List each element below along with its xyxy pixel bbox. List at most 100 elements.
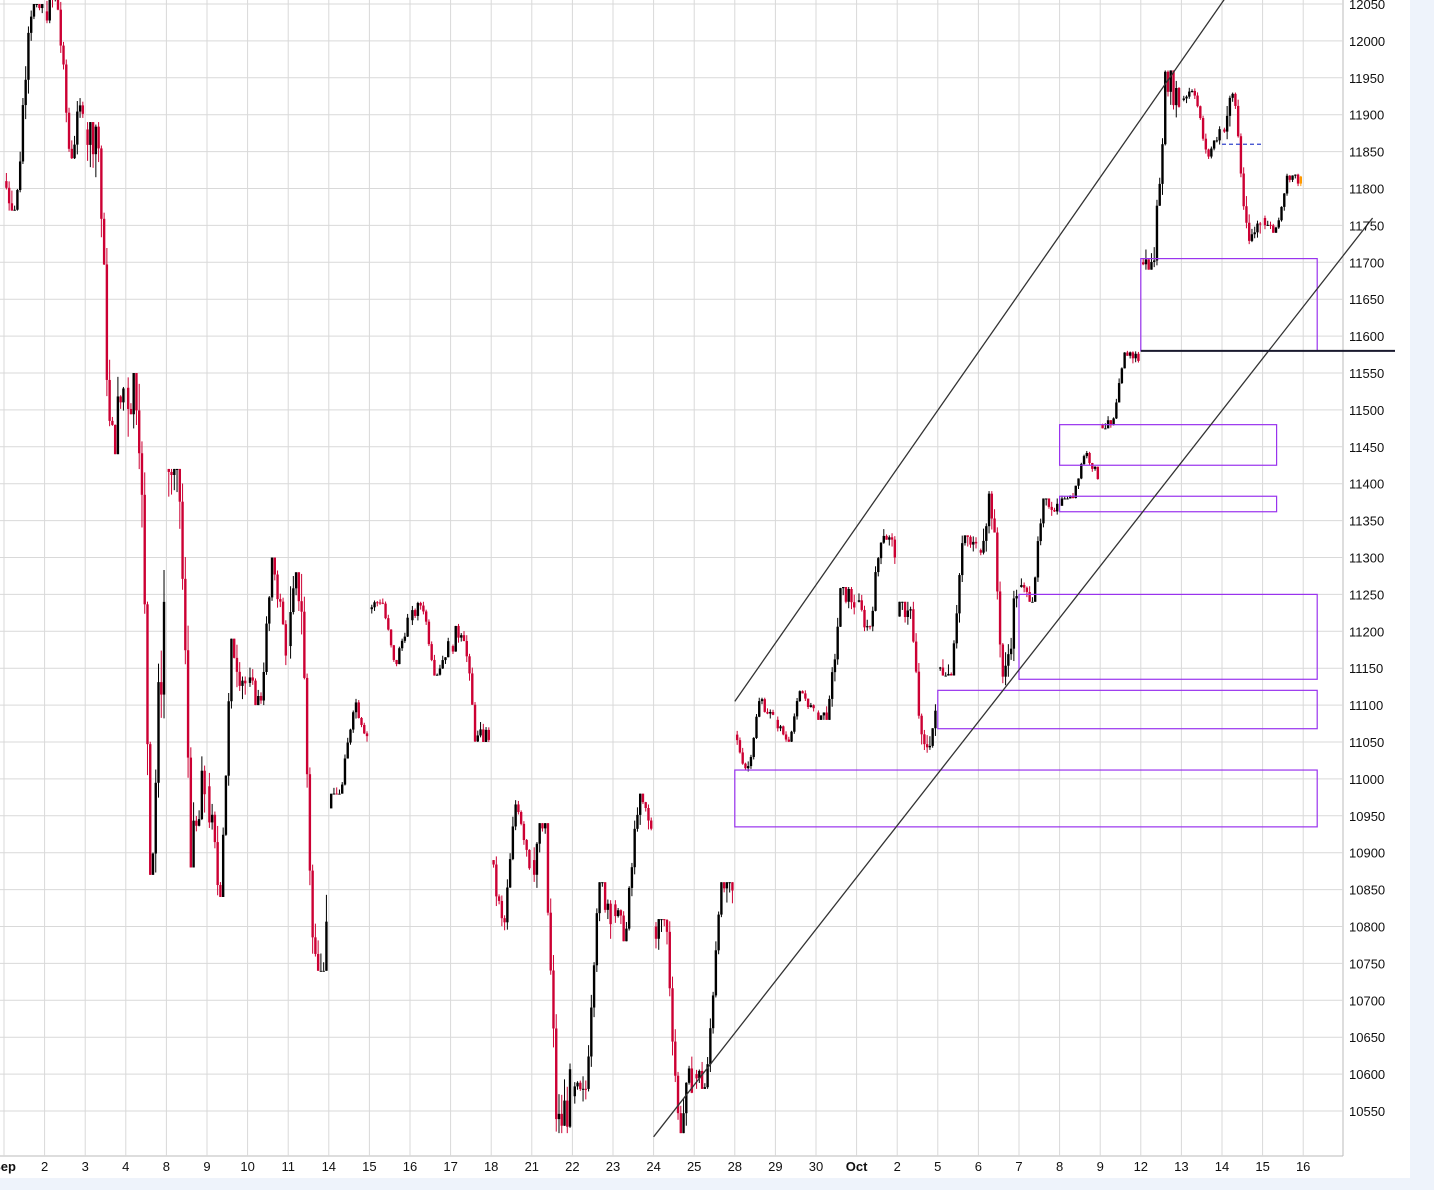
price-bar — [1022, 582, 1026, 593]
x-tick-label: 15 — [1255, 1159, 1269, 1174]
price-bar — [706, 1057, 709, 1089]
price-bar — [647, 804, 650, 830]
price-bar — [1009, 637, 1013, 660]
price-bar — [1096, 466, 1100, 480]
price-bar — [601, 882, 604, 887]
price-bar — [1283, 192, 1286, 211]
x-axis-labels: Sep23489101114151617182122232425282930Oc… — [0, 1159, 1310, 1174]
x-tick-label: 9 — [1097, 1159, 1104, 1174]
y-tick-label: 10550 — [1349, 1104, 1385, 1119]
price-bar — [289, 586, 292, 659]
price-bar — [528, 849, 531, 870]
x-tick-label: 13 — [1174, 1159, 1188, 1174]
x-tick-label: 7 — [1015, 1159, 1022, 1174]
price-bar — [111, 416, 114, 426]
price-bar — [329, 793, 333, 809]
price-bar — [882, 529, 885, 544]
price-bar — [766, 708, 769, 715]
price-bar — [122, 386, 125, 411]
price-bar — [941, 659, 945, 676]
price-bar — [1150, 253, 1153, 270]
price-bar — [1288, 175, 1291, 183]
price-bar — [135, 373, 138, 425]
y-tick-label: 10950 — [1349, 809, 1385, 824]
x-tick-label: 21 — [525, 1159, 539, 1174]
price-bar — [1117, 378, 1121, 403]
price-bar — [665, 919, 669, 945]
price-bar — [13, 205, 16, 211]
price-bar — [850, 587, 853, 610]
price-bar — [54, 0, 56, 2]
price-bar — [1007, 644, 1010, 677]
price-bar — [1185, 95, 1188, 104]
price-bar — [769, 709, 772, 719]
price-bar — [170, 468, 173, 495]
x-tick-label: 2 — [41, 1159, 48, 1174]
price-bar — [91, 122, 95, 168]
price-bar — [387, 614, 390, 631]
price-bar — [961, 535, 964, 582]
price-bar — [1031, 597, 1034, 603]
price-bar — [1082, 454, 1086, 466]
price-bar — [857, 593, 861, 603]
price-bar — [343, 754, 347, 786]
price-bar — [563, 1079, 566, 1126]
price-bar — [546, 823, 550, 916]
price-bar — [18, 151, 22, 193]
price-bar — [541, 823, 544, 832]
price-bar — [51, 0, 53, 8]
price-bar — [801, 690, 804, 694]
price-bar — [871, 606, 874, 632]
price-bar — [305, 673, 309, 788]
price-bar — [1001, 643, 1005, 684]
x-tick-label: 6 — [975, 1159, 982, 1174]
y-tick-label: 11050 — [1349, 735, 1384, 750]
price-bar — [1044, 498, 1048, 506]
price-bar — [674, 1029, 677, 1083]
price-bar — [630, 862, 634, 897]
price-bar — [352, 710, 355, 733]
price-bar — [1269, 221, 1272, 230]
price-bar — [804, 690, 807, 702]
price-bar — [460, 633, 463, 642]
price-bar — [573, 1082, 576, 1104]
x-tick-label: 8 — [163, 1159, 170, 1174]
price-bar — [232, 638, 236, 659]
price-bar — [435, 673, 439, 676]
price-bar — [890, 533, 894, 547]
price-bar — [1012, 590, 1016, 662]
price-bar — [614, 900, 617, 923]
price-bar — [1247, 214, 1251, 245]
price-bar — [454, 625, 457, 652]
zone-box — [734, 769, 1318, 828]
price-bar — [360, 717, 363, 728]
y-tick-label: 10600 — [1349, 1067, 1385, 1082]
price-bar — [262, 662, 265, 706]
price-bar — [126, 377, 130, 437]
price-bar — [1212, 140, 1216, 151]
price-bar — [819, 715, 823, 720]
price-bar — [603, 882, 607, 913]
price-bar — [1234, 92, 1237, 109]
price-bar — [1263, 215, 1267, 230]
price-bar — [213, 811, 217, 849]
price-bar — [1190, 89, 1194, 93]
price-bar — [279, 593, 282, 608]
price-bar — [1196, 92, 1199, 108]
y-tick-label: 11400 — [1349, 477, 1384, 492]
price-bar — [1266, 220, 1269, 226]
x-tick-label: Oct — [846, 1159, 868, 1174]
price-bar — [102, 212, 106, 266]
price-bar — [552, 955, 555, 1048]
price-bar — [698, 1069, 701, 1083]
price-bar — [438, 664, 442, 676]
price-bar — [703, 1083, 707, 1089]
channel-line-lower — [653, 217, 1374, 1138]
price-bar — [311, 864, 314, 954]
price-bar — [325, 894, 328, 971]
x-tick-label: 12 — [1134, 1159, 1148, 1174]
price-bar — [654, 922, 658, 949]
price-bar — [1025, 586, 1029, 598]
price-bar — [248, 667, 252, 687]
